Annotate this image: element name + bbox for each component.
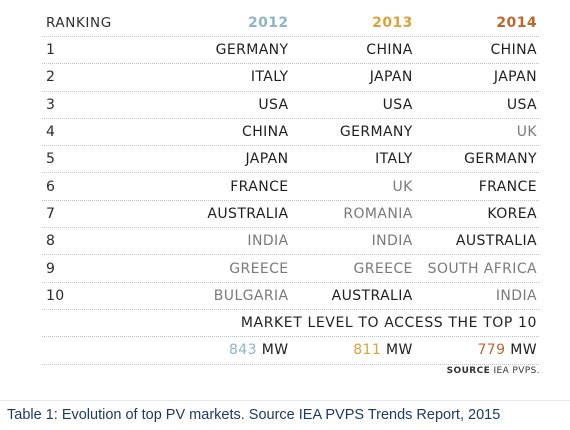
ranking-header: RANKING (46, 15, 112, 31)
country-2014-cell: KOREA (487, 205, 537, 222)
country-2012-cell: AUSTRALIA (207, 205, 289, 222)
market-level-2014-value: 779 (477, 342, 506, 359)
country-2012-cell: JAPAN (245, 151, 289, 168)
table-row: 10 BULGARIA AUSTRALIA INDIA (42, 283, 539, 310)
table-header-row: RANKING 2012 2013 2014 (42, 10, 539, 37)
country-2012-cell: USA (258, 96, 289, 113)
country-2012-cell: GERMANY (215, 42, 289, 59)
table-caption: Table 1: Evolution of top PV markets. So… (7, 407, 501, 423)
rank-cell: 2 (46, 69, 56, 86)
market-level-2012-cell: 843 MW (195, 342, 288, 358)
country-2013-cell: GERMANY (339, 124, 413, 141)
market-level-label: MARKET LEVEL TO ACCESS THE TOP 10 (240, 315, 537, 332)
table-row: 2 ITALY JAPAN JAPAN (42, 64, 539, 92)
country-2012-cell: INDIA (247, 233, 289, 250)
country-2014-cell: UK (516, 124, 537, 141)
rank-cell: 3 (46, 96, 56, 113)
market-level-2013-value: 811 (353, 342, 382, 359)
table-row: 3 USA USA USA (42, 92, 539, 119)
rank-cell: 1 (46, 42, 56, 59)
market-level-values-row: 843 MW 811 MW 779 MW (42, 337, 539, 365)
rank-cell: 8 (46, 233, 56, 250)
country-2014-cell: CHINA (490, 42, 537, 59)
country-2013-cell: ROMANIA (343, 205, 413, 222)
country-2012-cell: FRANCE (230, 178, 289, 195)
year-2012-header: 2012 (247, 15, 289, 31)
rank-cell: 4 (46, 124, 56, 141)
table-row: 4 CHINA GERMANY UK (42, 119, 539, 147)
market-level-2012-unit: MW (261, 342, 289, 359)
country-2014-cell: INDIA (495, 287, 537, 304)
caption-divider (0, 400, 570, 401)
market-level-2014-unit: MW (510, 342, 537, 359)
table-row: 6 FRANCE UK FRANCE (42, 173, 539, 201)
table-row: 1 GERMANY CHINA CHINA (42, 37, 539, 65)
country-2013-cell: ITALY (375, 151, 413, 168)
country-2013-cell: CHINA (366, 42, 413, 59)
country-2013-cell: UK (392, 178, 413, 195)
market-level-2013-cell: 811 MW (289, 342, 413, 358)
market-level-2012-value: 843 (229, 342, 257, 359)
rank-cell: 6 (46, 178, 56, 195)
country-2014-cell: USA (506, 96, 537, 113)
country-2013-cell: USA (382, 96, 413, 113)
table-row: 7 AUSTRALIA ROMANIA KOREA (42, 201, 539, 229)
country-2013-cell: INDIA (371, 233, 413, 250)
source-text: IEA PVPS. (493, 366, 540, 376)
country-2013-cell: JAPAN (369, 69, 413, 86)
table-row: 5 JAPAN ITALY GERMANY (42, 146, 539, 174)
rank-cell: 7 (46, 205, 56, 222)
country-2014-cell: JAPAN (493, 69, 537, 86)
country-2012-cell: BULGARIA (213, 287, 289, 304)
rank-cell: 5 (46, 151, 56, 168)
country-2014-cell: GERMANY (464, 151, 537, 168)
country-2014-cell: FRANCE (478, 178, 537, 195)
country-2014-cell: AUSTRALIA (455, 233, 537, 250)
table-row: 8 INDIA INDIA AUSTRALIA (42, 228, 539, 256)
country-2012-cell: GREECE (229, 260, 289, 277)
country-2013-cell: GREECE (353, 260, 413, 277)
country-2013-cell: AUSTRALIA (331, 287, 413, 304)
market-level-2014-cell: 779 MW (413, 342, 539, 358)
year-2013-header: 2013 (372, 15, 413, 31)
country-2012-cell: ITALY (250, 69, 289, 86)
pv-markets-table: RANKING 2012 2013 2014 1 GERMANY CHINA C… (42, 10, 539, 365)
country-2012-cell: CHINA (242, 124, 289, 141)
source-label: SOURCE (446, 366, 491, 376)
year-2014-header: 2014 (496, 15, 537, 31)
table-row: 9 GREECE GREECE SOUTH AFRICA (42, 255, 539, 283)
rank-cell: 9 (46, 260, 56, 277)
rank-cell: 10 (46, 287, 65, 304)
market-level-row: MARKET LEVEL TO ACCESS THE TOP 10 (42, 310, 539, 338)
market-level-2013-unit: MW (386, 342, 413, 359)
source-note: SOURCE IEA PVPS. (447, 366, 540, 376)
country-2014-cell: SOUTH AFRICA (427, 260, 537, 277)
